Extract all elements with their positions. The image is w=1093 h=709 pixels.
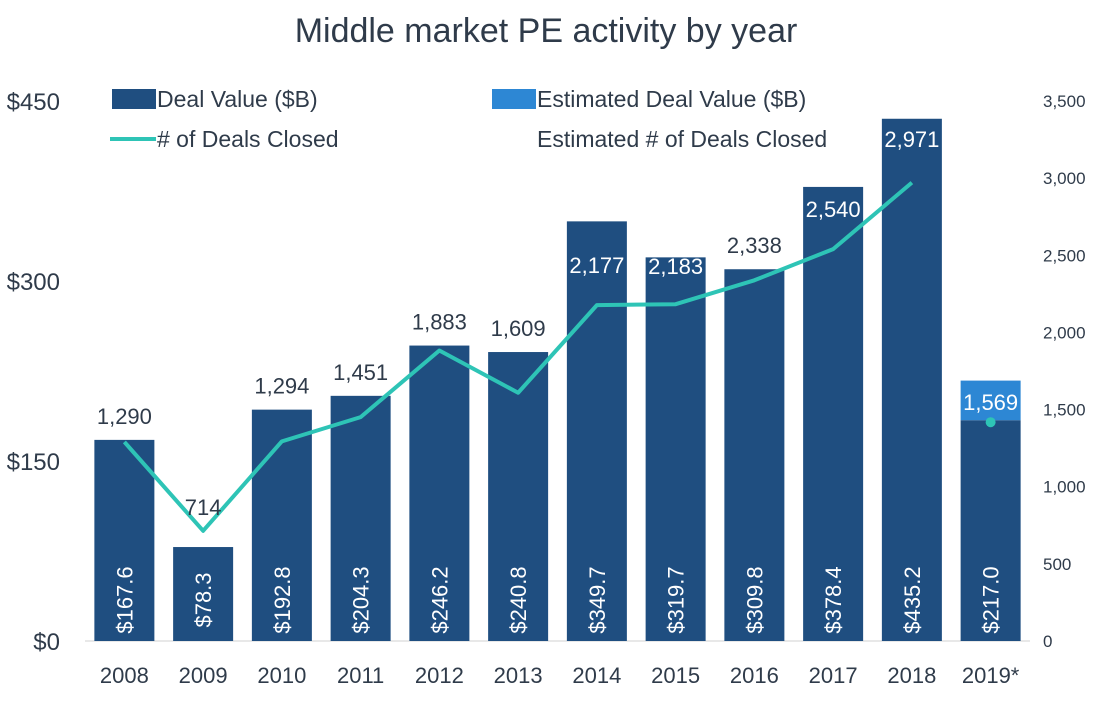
x-axis-tick-label: 2012 (415, 663, 464, 688)
right-axis-tick-label: 2,000 (1043, 323, 1086, 342)
chart-title: Middle market PE activity by year (295, 12, 798, 50)
legend-label-estimated-deals-closed: Estimated # of Deals Closed (537, 126, 827, 152)
bar-deal-value (409, 345, 470, 641)
deals-closed-label: 1,883 (412, 310, 467, 335)
deals-line-layer (122, 181, 996, 533)
bar-value-label: $217.0 (979, 566, 1004, 633)
bar-value-label: $78.3 (191, 572, 216, 627)
deals-closed-label: 1,451 (333, 360, 388, 385)
x-axis-tick-label: 2015 (651, 663, 700, 688)
right-axis-tick-label: 3,000 (1043, 169, 1086, 188)
x-axis-tick-label: 2018 (887, 663, 936, 688)
data-labels: $167.6 $78.3 $192.8 $204.3 $246.2 $240.8 $349.… (97, 127, 1018, 634)
deals-closed-label: 1,294 (254, 374, 309, 399)
x-axis-tick-label: 2017 (809, 663, 858, 688)
right-axis-tick-label: 0 (1043, 632, 1052, 651)
x-axis-tick-label: 2008 (100, 663, 149, 688)
bar-value-label: $378.4 (821, 566, 846, 633)
estimated-deals-point (985, 417, 996, 428)
bar-estimated-deal-value (960, 380, 1021, 421)
bar-deal-value (566, 221, 627, 642)
left-axis-tick-label: $0 (33, 629, 60, 656)
right-axis-ticks: 0 500 1,000 1,500 2,000 2,500 3,000 3,500 (1043, 92, 1086, 651)
bar-deal-value (173, 547, 234, 641)
bar-value-label: $309.8 (742, 566, 767, 633)
deals-closed-label: 714 (185, 495, 222, 520)
bar-deal-value (803, 186, 864, 642)
deals-closed-line (122, 181, 914, 533)
bar-value-label: $246.2 (427, 566, 452, 633)
deals-closed-label: 2,338 (727, 233, 782, 258)
bar-value-label: $167.6 (112, 566, 137, 633)
deals-closed-label: 2,183 (648, 254, 703, 279)
x-axis-tick-label: 2014 (572, 663, 621, 688)
x-axis-tick-label: 2010 (257, 663, 306, 688)
legend-swatch-estimated-deal-value (492, 89, 536, 109)
bar-deal-value (724, 269, 785, 641)
left-axis-tick-label: $150 (7, 449, 60, 476)
x-axis-tick-label: 2013 (494, 663, 543, 688)
left-axis-ticks: $0 $150 $300 $450 (7, 89, 60, 656)
right-axis-tick-label: 1,500 (1043, 401, 1086, 420)
deals-closed-label: 2,971 (884, 127, 939, 152)
bar-deal-value (960, 420, 1021, 641)
bar-value-label: $349.7 (585, 566, 610, 633)
bar-deal-value (330, 395, 391, 641)
bar-deal-value (881, 118, 942, 641)
bar-deal-value (488, 352, 549, 641)
legend-swatch-deal-value (112, 89, 156, 109)
deals-closed-label: 1,609 (491, 316, 546, 341)
legend-label-deals-closed: # of Deals Closed (157, 126, 339, 152)
x-axis-tick-label: 2009 (179, 663, 228, 688)
left-axis-tick-label: $300 (7, 269, 60, 296)
deals-closed-label: 2,540 (806, 197, 861, 222)
bar-deal-value (251, 409, 312, 641)
left-axis-tick-label: $450 (7, 89, 60, 116)
deals-closed-label: 1,290 (97, 404, 152, 429)
bar-value-label: $319.7 (664, 566, 689, 633)
bar-deal-value (645, 257, 706, 641)
estimated-deals-label: 1,569 (963, 390, 1018, 415)
x-axis-ticks: 2008 2009 2010 2011 2012 2013 2014 2015 2016 2017… (100, 663, 1020, 688)
bars (94, 118, 1021, 642)
right-axis-tick-label: 2,500 (1043, 246, 1086, 265)
x-axis-tick-label: 2011 (337, 663, 384, 688)
bar-value-label: $240.8 (506, 566, 531, 633)
right-axis-tick-label: 3,500 (1043, 92, 1086, 111)
x-axis-tick-label: 2016 (730, 663, 779, 688)
bar-deal-value (94, 439, 155, 641)
deals-closed-label: 2,177 (569, 253, 624, 278)
legend-label-estimated-deal-value: Estimated Deal Value ($B) (537, 86, 806, 112)
right-axis-tick-label: 500 (1043, 555, 1071, 574)
right-axis-tick-label: 1,000 (1043, 478, 1086, 497)
bar-value-label: $435.2 (900, 566, 925, 633)
legend-label-deal-value: Deal Value ($B) (157, 86, 318, 112)
bar-value-label: $192.8 (270, 566, 295, 633)
bar-value-label: $204.3 (349, 566, 374, 633)
legend: Deal Value ($B) Estimated Deal Value ($B… (110, 86, 827, 152)
x-axis-tick-label: 2019* (962, 663, 1020, 688)
